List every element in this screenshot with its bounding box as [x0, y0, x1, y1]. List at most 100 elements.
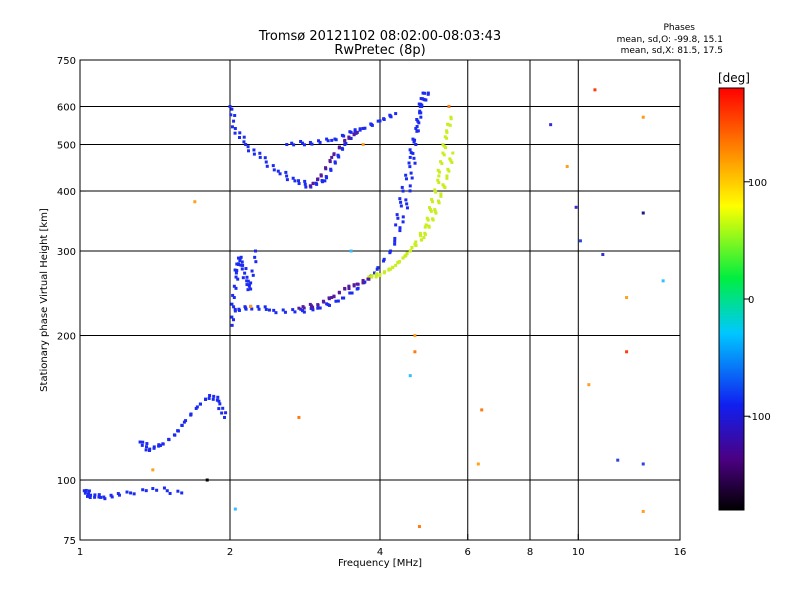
data-point: [241, 263, 245, 267]
data-point: [404, 177, 408, 181]
data-point: [285, 178, 289, 182]
data-point: [318, 140, 322, 144]
data-point: [82, 489, 86, 493]
data-point: [161, 442, 165, 446]
data-point: [229, 113, 233, 117]
data-point: [448, 157, 452, 161]
data-point: [235, 262, 239, 266]
data-point: [272, 308, 276, 312]
data-point: [427, 206, 431, 210]
data-point: [408, 155, 412, 159]
data-point: [234, 286, 238, 290]
data-point: [413, 334, 417, 338]
data-point: [144, 489, 148, 493]
data-point: [167, 438, 171, 442]
data-point: [86, 492, 90, 496]
data-point: [83, 491, 87, 495]
data-point: [249, 304, 253, 308]
data-point: [337, 145, 341, 149]
data-point: [249, 287, 253, 291]
data-point: [236, 277, 240, 281]
data-point: [417, 121, 421, 125]
data-point: [276, 169, 280, 173]
data-point: [243, 271, 247, 275]
x-tick-label: 8: [527, 547, 533, 558]
data-point: [422, 98, 426, 102]
data-point: [356, 282, 360, 286]
data-point: [446, 122, 450, 126]
data-point: [601, 253, 605, 257]
data-point: [290, 141, 294, 145]
data-point: [195, 405, 199, 409]
data-point: [233, 309, 237, 313]
colorbar-tick-label: 100: [748, 178, 767, 189]
data-point: [244, 143, 248, 147]
data-point: [245, 283, 249, 287]
data-point: [93, 493, 97, 497]
data-point: [419, 115, 423, 119]
data-point: [387, 268, 391, 272]
data-point: [423, 225, 427, 229]
data-point: [423, 231, 427, 235]
data-point: [258, 151, 262, 155]
data-point: [132, 492, 136, 496]
data-point: [439, 160, 443, 164]
data-point: [329, 167, 333, 171]
data-point: [407, 161, 411, 165]
data-point: [376, 266, 380, 270]
data-point: [245, 279, 249, 283]
data-point: [428, 207, 432, 211]
data-point: [235, 268, 239, 272]
data-point: [182, 420, 186, 424]
data-point: [240, 267, 244, 271]
data-point: [198, 402, 202, 406]
data-point: [250, 269, 254, 273]
data-point: [254, 260, 258, 264]
data-point: [297, 179, 301, 183]
data-point: [393, 242, 397, 246]
data-point: [431, 218, 435, 222]
data-point: [242, 140, 246, 144]
y-axis-label: Stationary phase Virtual Height [km]: [39, 208, 50, 392]
data-point: [342, 296, 346, 300]
data-point: [334, 299, 338, 303]
data-point: [353, 130, 357, 134]
data-point: [426, 92, 430, 96]
data-point: [437, 201, 441, 205]
data-point: [141, 440, 145, 444]
data-point: [297, 182, 301, 186]
data-point: [140, 443, 144, 447]
data-point: [358, 128, 362, 132]
data-point: [145, 442, 149, 446]
data-point: [361, 281, 365, 285]
data-point: [412, 156, 416, 160]
data-point: [401, 256, 405, 260]
data-point: [450, 160, 454, 164]
data-point: [449, 115, 453, 119]
data-point: [411, 137, 415, 141]
data-point: [193, 200, 197, 204]
data-point: [398, 260, 402, 264]
data-point: [215, 398, 219, 402]
data-point: [441, 143, 445, 147]
data-point: [230, 315, 234, 319]
data-point: [318, 306, 322, 310]
data-point: [311, 305, 315, 309]
data-point: [389, 115, 393, 119]
data-point: [347, 136, 351, 140]
data-point: [217, 407, 221, 411]
data-point: [418, 231, 422, 235]
data-point: [445, 129, 449, 133]
data-point: [447, 169, 451, 173]
data-point: [253, 249, 257, 253]
data-point: [422, 236, 426, 240]
data-point: [180, 491, 184, 495]
data-point: [244, 307, 248, 311]
data-point: [389, 267, 393, 271]
data-point: [398, 226, 402, 230]
y-tick-label: 100: [57, 476, 76, 487]
data-point: [404, 253, 408, 257]
x-tick-label: 10: [572, 547, 585, 558]
data-point: [319, 173, 323, 177]
data-point: [410, 245, 414, 249]
